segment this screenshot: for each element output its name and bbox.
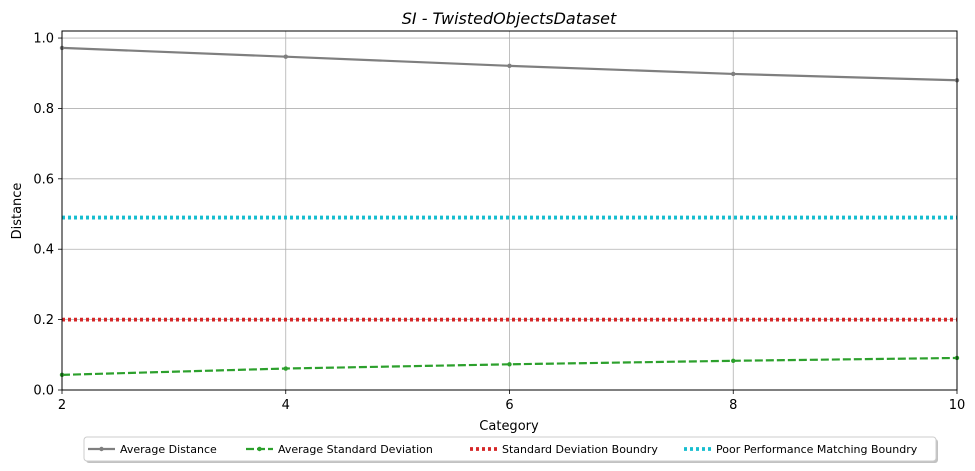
data-point (731, 358, 736, 363)
y-tick-label: 0.8 (33, 102, 54, 117)
y-tick-label: 0.0 (33, 384, 54, 399)
x-tick-label: 2 (58, 398, 66, 413)
legend-marker (257, 446, 262, 452)
data-point (283, 366, 288, 371)
y-tick-label: 0.4 (33, 243, 54, 258)
y-axis-label: Distance (10, 183, 25, 240)
legend-label: Standard Deviation Boundry (502, 443, 658, 456)
legend: Average Distance Average Standard Deviati… (83, 436, 938, 463)
series-layer (59, 45, 960, 378)
legend-label: Average Standard Deviation (278, 443, 433, 456)
x-tick-label: 6 (505, 398, 513, 413)
data-point (507, 362, 512, 367)
legend-label: Average Distance (120, 443, 217, 456)
legend-marker (99, 446, 104, 452)
legend-label: Poor Performance Matching Boundry (716, 443, 918, 456)
legend-box (83, 436, 937, 462)
y-tick-label: 0.6 (33, 172, 54, 187)
data-point (731, 71, 736, 77)
y-tick-label: 1.0 (33, 32, 54, 47)
x-tick-label: 10 (949, 398, 966, 413)
data-point (507, 63, 512, 69)
chart-title: SI - TwistedObjectsDataset (402, 9, 617, 28)
x-axis-label: Category (479, 419, 539, 434)
data-point (283, 54, 288, 59)
x-tick-label: 8 (729, 398, 737, 413)
y-tick-label: 0.2 (33, 313, 54, 328)
x-tick-label: 4 (282, 398, 290, 413)
ticks: 2 4 6 8 10 0.0 0.2 0.4 0.6 0.8 1.0 (33, 32, 965, 413)
